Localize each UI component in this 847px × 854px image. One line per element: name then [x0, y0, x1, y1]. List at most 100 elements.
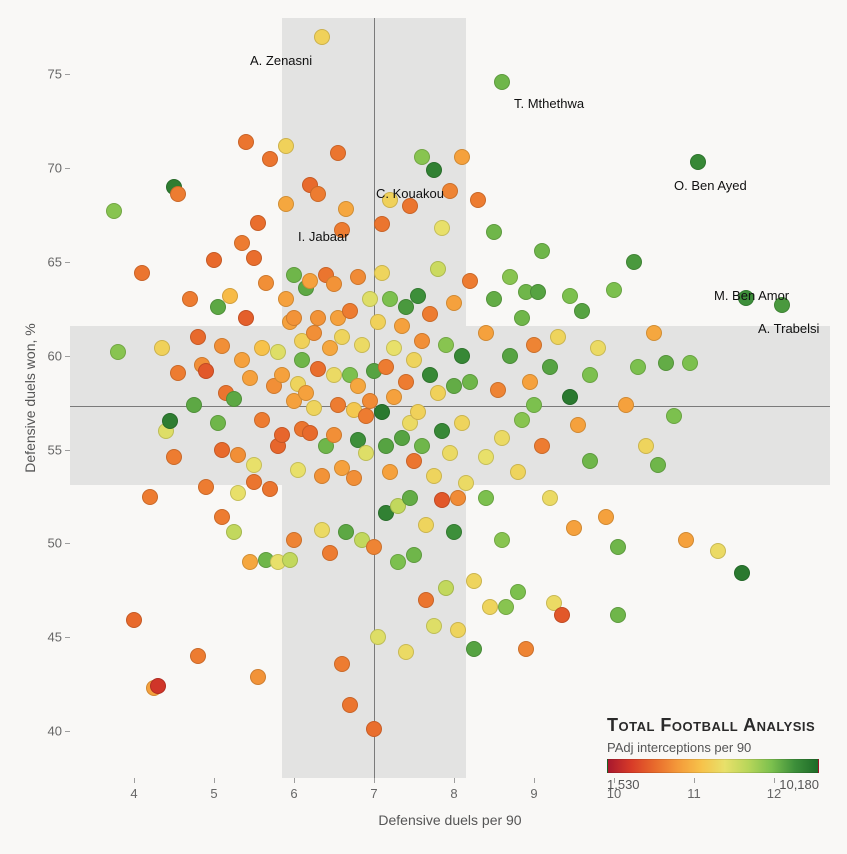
data-point	[378, 438, 394, 454]
data-point	[534, 243, 550, 259]
data-point	[482, 599, 498, 615]
horizontal-center-line	[70, 406, 830, 407]
data-point	[606, 282, 622, 298]
data-point	[186, 397, 202, 413]
legend-brand: Total Football Analysis	[607, 715, 837, 736]
data-point	[418, 517, 434, 533]
data-point	[422, 367, 438, 383]
x-tick-label: 8	[450, 786, 457, 801]
data-point	[150, 678, 166, 694]
legend: Total Football Analysis PAdj interceptio…	[607, 715, 837, 792]
data-point	[362, 291, 378, 307]
data-point	[410, 404, 426, 420]
y-tick	[65, 543, 70, 544]
data-point	[366, 721, 382, 737]
x-tick	[294, 778, 295, 783]
data-point	[314, 468, 330, 484]
data-point	[530, 284, 546, 300]
data-point	[494, 74, 510, 90]
y-tick-label: 75	[40, 67, 62, 82]
data-point	[206, 252, 222, 268]
data-point	[430, 261, 446, 277]
plot-area: A. ZenasniT. MthethwaC. KouakouI. Jabaar…	[70, 18, 830, 778]
data-point	[198, 363, 214, 379]
data-point	[310, 186, 326, 202]
data-point	[426, 468, 442, 484]
data-point	[302, 425, 318, 441]
data-point	[582, 367, 598, 383]
data-point	[446, 295, 462, 311]
data-point	[306, 325, 322, 341]
data-point	[310, 310, 326, 326]
data-point	[486, 291, 502, 307]
data-point	[490, 382, 506, 398]
data-point	[342, 303, 358, 319]
data-point	[454, 348, 470, 364]
data-point	[274, 367, 290, 383]
data-point	[626, 254, 642, 270]
data-point	[230, 447, 246, 463]
data-point	[446, 378, 462, 394]
data-point	[514, 412, 530, 428]
data-point	[378, 359, 394, 375]
data-point	[334, 656, 350, 672]
data-point	[350, 378, 366, 394]
point-label: C. Kouakou	[376, 186, 444, 201]
data-point	[274, 427, 290, 443]
data-point	[502, 348, 518, 364]
data-point	[470, 192, 486, 208]
data-point	[398, 644, 414, 660]
data-point	[478, 449, 494, 465]
data-point	[494, 532, 510, 548]
data-point	[190, 329, 206, 345]
data-point	[598, 509, 614, 525]
data-point	[230, 485, 246, 501]
data-point	[314, 29, 330, 45]
data-point	[566, 520, 582, 536]
y-tick-label: 55	[40, 442, 62, 457]
data-point	[170, 365, 186, 381]
y-tick	[65, 262, 70, 263]
data-point	[338, 524, 354, 540]
scatter-chart: A. ZenasniT. MthethwaC. KouakouI. Jabaar…	[0, 0, 847, 854]
data-point	[510, 584, 526, 600]
x-tick-label: 9	[530, 786, 537, 801]
data-point	[366, 539, 382, 555]
data-point	[454, 415, 470, 431]
data-point	[406, 352, 422, 368]
data-point	[254, 412, 270, 428]
data-point	[182, 291, 198, 307]
x-tick-label: 4	[130, 786, 137, 801]
data-point	[478, 490, 494, 506]
data-point	[494, 430, 510, 446]
point-label: A. Trabelsi	[758, 321, 819, 336]
data-point	[542, 359, 558, 375]
point-label: I. Jabaar	[298, 229, 349, 244]
data-point	[298, 385, 314, 401]
data-point	[326, 367, 342, 383]
y-tick-label: 40	[40, 724, 62, 739]
data-point	[678, 532, 694, 548]
point-label: A. Zenasni	[250, 53, 312, 68]
data-point	[430, 385, 446, 401]
data-point	[414, 149, 430, 165]
data-point	[522, 374, 538, 390]
y-tick-label: 65	[40, 254, 62, 269]
data-point	[478, 325, 494, 341]
data-point	[422, 306, 438, 322]
y-tick	[65, 450, 70, 451]
data-point	[426, 618, 442, 634]
data-point	[690, 154, 706, 170]
data-point	[126, 612, 142, 628]
data-point	[154, 340, 170, 356]
data-point	[370, 314, 386, 330]
legend-max: 10,180	[779, 777, 819, 792]
data-point	[306, 400, 322, 416]
x-tick	[374, 778, 375, 783]
data-point	[254, 340, 270, 356]
legend-color-label: PAdj interceptions per 90	[607, 740, 837, 755]
legend-gradient-bar	[607, 759, 819, 773]
data-point	[374, 216, 390, 232]
x-tick-label: 6	[290, 786, 297, 801]
data-point	[278, 138, 294, 154]
